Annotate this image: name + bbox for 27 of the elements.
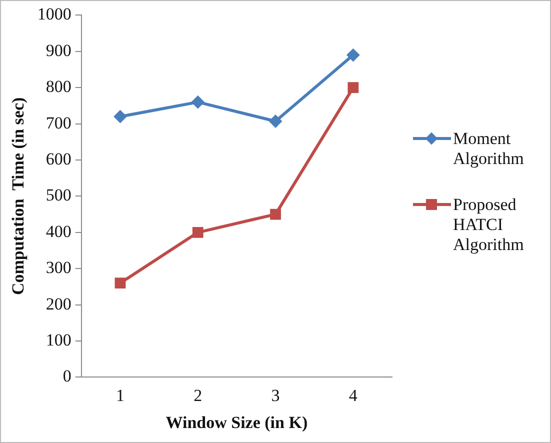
y-tick-label: 500: [46, 186, 72, 205]
point: [114, 278, 126, 289]
point: [269, 114, 282, 128]
y-tick-label: 800: [46, 77, 72, 96]
point: [270, 208, 281, 220]
y-tick-label: 600: [46, 149, 72, 168]
legend-label: Moment Algorithm: [453, 129, 525, 169]
y-tick-label: 900: [46, 40, 72, 60]
point: [114, 110, 127, 124]
x-tick-label: 1: [116, 386, 124, 405]
y-tick-label: 100: [46, 330, 72, 350]
x-tick-label: 4: [348, 386, 358, 405]
point: [191, 96, 204, 109]
point: [192, 226, 204, 238]
y-axis-title: Computation Time (in sec): [8, 97, 28, 296]
y-tick-label: 0: [62, 366, 72, 386]
y-tick-label: 400: [46, 222, 72, 241]
x-tick-label: 3: [271, 386, 280, 405]
x-axis-title: Window Size (in K): [166, 413, 308, 432]
y-tick-label: 700: [46, 113, 72, 132]
point: [346, 48, 360, 62]
y-tick-label: 200: [46, 294, 72, 314]
x-tick-label: 2: [194, 386, 202, 405]
legend-label: Proposed HATCI Algorithm: [453, 195, 525, 255]
y-tick-label: 300: [46, 258, 72, 278]
y-tick-label: 1000: [37, 4, 72, 24]
point: [348, 82, 359, 94]
